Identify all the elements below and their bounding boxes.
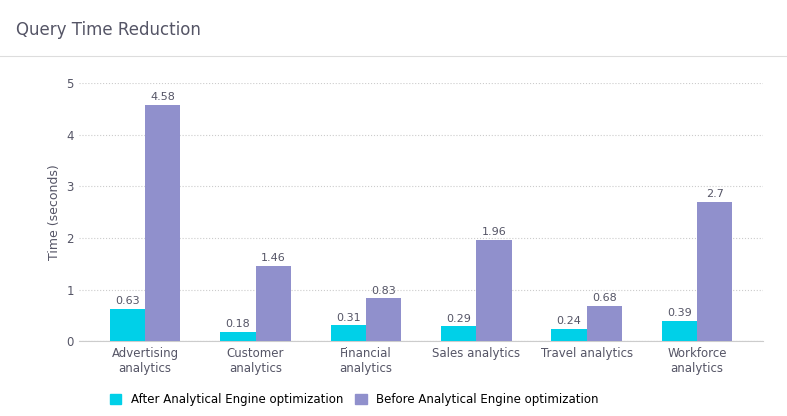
Legend: After Analytical Engine optimization, Before Analytical Engine optimization: After Analytical Engine optimization, Be… [109,393,599,406]
Text: 0.24: 0.24 [556,316,582,326]
Bar [586,306,622,341]
Text: 1.96: 1.96 [482,228,506,238]
Text: 0.63: 0.63 [115,296,140,306]
Y-axis label: Time (seconds): Time (seconds) [48,164,61,260]
Text: 0.18: 0.18 [225,319,250,329]
Text: 0.68: 0.68 [592,293,617,303]
Text: 0.83: 0.83 [371,286,396,296]
Bar [697,202,732,341]
Bar [366,298,401,341]
Text: Query Time Reduction: Query Time Reduction [16,21,201,39]
Text: 0.31: 0.31 [336,312,360,322]
Text: 0.39: 0.39 [667,308,692,318]
Bar [441,326,476,341]
Text: 1.46: 1.46 [260,253,286,263]
Bar [662,321,697,341]
Bar [331,325,366,341]
Text: 0.29: 0.29 [446,314,471,324]
Text: 4.58: 4.58 [150,92,176,102]
Bar [256,266,291,341]
Bar [551,329,586,341]
Bar [220,332,256,341]
Text: 2.7: 2.7 [706,189,723,199]
Bar [110,309,145,341]
Bar [145,105,180,341]
Bar [476,240,512,341]
